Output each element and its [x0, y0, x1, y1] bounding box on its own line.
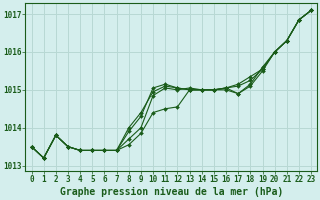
X-axis label: Graphe pression niveau de la mer (hPa): Graphe pression niveau de la mer (hPa) [60, 187, 283, 197]
